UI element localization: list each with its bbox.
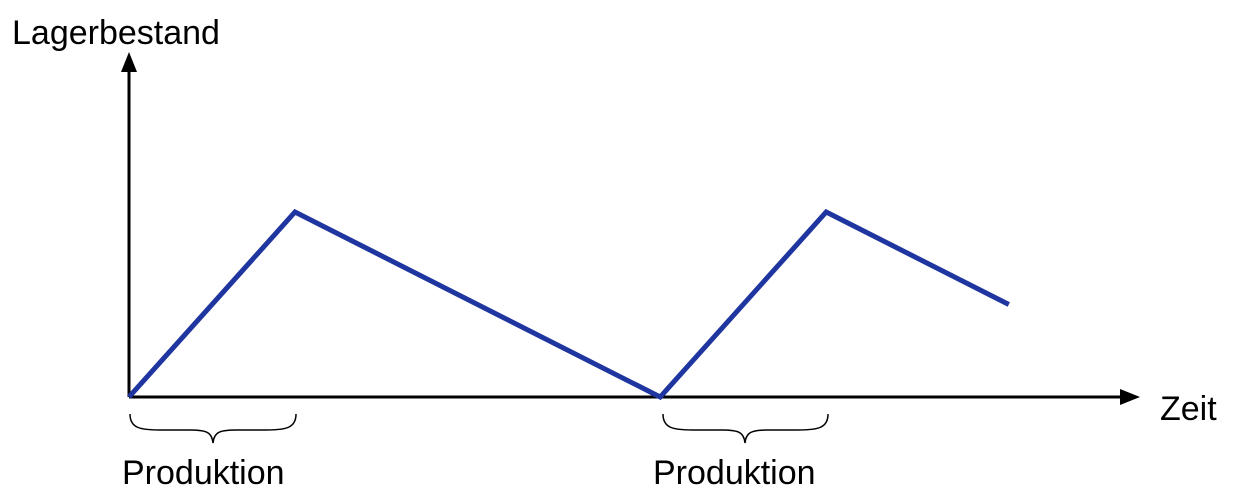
inventory-line — [127, 208, 1010, 401]
y-axis-arrow — [121, 52, 137, 72]
production-brace-1 — [129, 413, 297, 444]
production-label-2: Produktion — [653, 454, 816, 492]
x-axis-label: Zeit — [1160, 390, 1217, 428]
production-label-1: Produktion — [122, 454, 285, 492]
x-axis-arrow — [1120, 389, 1140, 405]
y-axis-label: Lagerbestand — [12, 14, 220, 52]
production-brace-2 — [662, 413, 829, 444]
